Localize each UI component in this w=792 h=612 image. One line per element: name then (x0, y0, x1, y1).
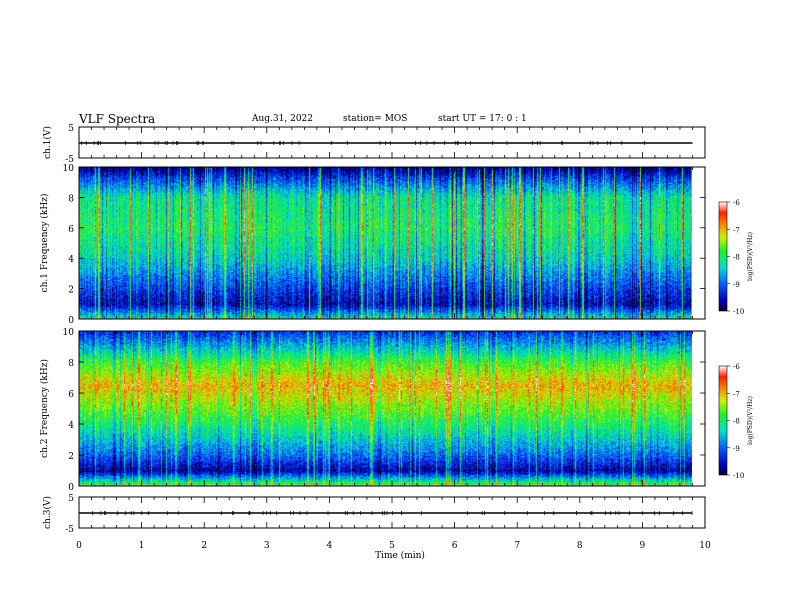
colorbar-tick-label: -9 (733, 281, 740, 289)
chart-title: VLF Spectra (79, 112, 156, 126)
colorbar-ch1-spectrogram (718, 201, 728, 312)
colorbar-tick-label: -10 (733, 308, 744, 316)
y-tick-label: 8 (68, 359, 74, 369)
x-tick-label: 6 (452, 541, 458, 551)
y-tick-label: 8 (68, 194, 74, 204)
y-tick-label: 10 (63, 164, 75, 174)
y-tick-label: 0 (68, 483, 74, 493)
x-tick-label: 1 (139, 541, 145, 551)
y-tick-label: 4 (68, 255, 74, 265)
y-axis-label: ch.3(V) (42, 496, 53, 529)
y-tick-label: -5 (65, 155, 74, 165)
colorbar-label: log(PSD)(V²/Hz) (747, 396, 754, 445)
x-tick-label: 7 (514, 541, 520, 551)
x-tick-label: 0 (76, 541, 82, 551)
y-tick-label: 10 (63, 328, 75, 338)
x-tick-label: 3 (264, 541, 270, 551)
y-axis-label: ch.2 Frequency (kHz) (39, 359, 50, 458)
y-tick-label: 0 (68, 316, 74, 326)
y-tick-label: 6 (68, 390, 74, 400)
date-label: Aug.31, 2022 (252, 114, 313, 124)
colorbar-tick-label: -7 (733, 226, 740, 234)
y-tick-label: 5 (68, 124, 74, 134)
spectrogram-ch01 (79, 167, 692, 319)
y-axis-label: ch.1(V) (42, 126, 53, 159)
y-tick-label: 5 (68, 494, 74, 504)
x-tick-label: 9 (640, 541, 646, 551)
colorbar-ch2-spectrogram (718, 365, 728, 476)
x-tick-label: 2 (201, 541, 207, 551)
y-tick-label: 6 (68, 225, 74, 235)
spectrogram-images (79, 167, 692, 486)
colorbar-label: log(PSD)(V²/Hz) (747, 232, 754, 281)
x-tick-label: 10 (699, 541, 711, 551)
colorbar-tick-label: -10 (733, 472, 744, 480)
start-ut-label: start UT = 17: 0 : 1 (438, 114, 527, 124)
colorbar-tick-label: -6 (733, 199, 740, 207)
colorbar-tick-label: -8 (733, 254, 740, 262)
colorbar-tick-label: -6 (733, 363, 740, 371)
x-tick-label: 5 (389, 541, 395, 551)
y-axis-label: ch.1 Frequency (kHz) (39, 194, 50, 293)
colorbar-tick-label: -7 (733, 390, 740, 398)
x-tick-label: 8 (577, 541, 583, 551)
colorbar-tick-label: -8 (733, 418, 740, 426)
y-tick-label: 2 (68, 286, 74, 296)
y-tick-label: 2 (68, 452, 74, 462)
station-label: station= MOS (343, 114, 408, 124)
spectrogram-ch11 (79, 331, 692, 486)
colorbar-tick-label: -9 (733, 445, 740, 453)
x-tick-label: 4 (327, 541, 333, 551)
y-tick-label: 4 (68, 421, 74, 431)
y-tick-label: -5 (65, 525, 74, 535)
x-axis-label: Time (min) (375, 550, 425, 561)
